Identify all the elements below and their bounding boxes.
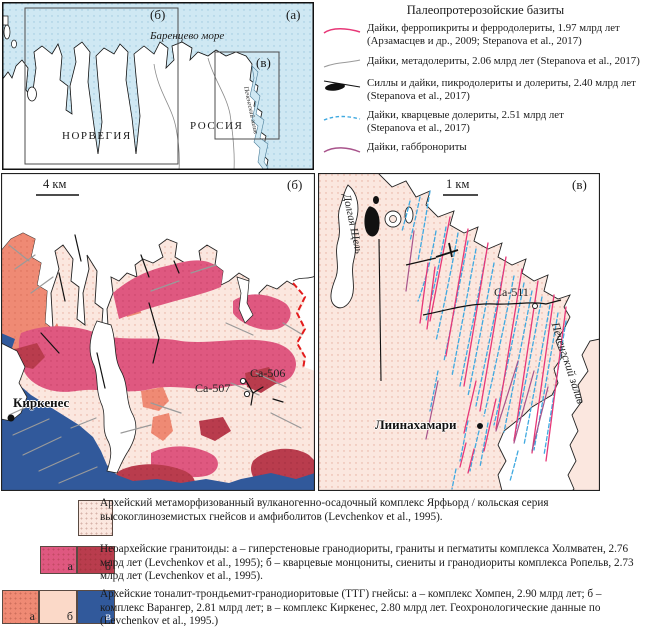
inset-country-borders — [153, 57, 235, 170]
pink-curve-line-icon — [323, 27, 361, 34]
legend-entry-text: Дайки, метадолериты, 2.06 млрд лет (Step… — [367, 55, 640, 67]
swatch-ttg-v: в — [77, 590, 115, 624]
panel-a-map-svg — [2, 2, 314, 170]
legend-entry-text: Дайки, ферропикриты и ферродолериты, 1.9… — [367, 22, 620, 34]
scale-label-b: 4 км — [43, 177, 67, 191]
inset-extent-rects — [24, 7, 280, 165]
panel-b-frame — [1, 173, 315, 491]
fjord-water — [1, 276, 254, 474]
legend-entry-quartz-dolerite-dykes: Дайки, кварцевые долериты, 2.51 млрд лет… — [322, 109, 564, 135]
legend-entry-text: Дайки, габбронориты — [367, 141, 467, 153]
state-border-area — [292, 275, 315, 371]
inset-rect-v — [214, 51, 280, 140]
ca511-dyke-line — [422, 299, 562, 316]
sample-label-ca511: Са-511 — [494, 285, 529, 299]
black-sill-blob-icon — [323, 80, 361, 91]
gray-line-icon — [323, 59, 361, 68]
swatch-label: в — [105, 609, 111, 623]
unit-legend-text-1: Архейский метаморфизованный вулканогенно… — [100, 497, 549, 523]
unit-legend-text-2: Неоархейские гранитоиды: а – гиперстенов… — [100, 543, 634, 583]
panel-v-map-svg — [318, 173, 600, 491]
kirkenes-complex-blue-region — [1, 333, 315, 491]
state-border-red-line — [292, 282, 307, 370]
liinakhamari-town-dot — [477, 423, 483, 429]
inset-land — [2, 15, 269, 170]
scale-label-v: 1 км — [446, 177, 470, 191]
unit-legend-text-3: Архейские тоналит-трондьемит-гранодиорит… — [100, 588, 602, 628]
sample-label-ca506: Са-506 — [250, 366, 286, 380]
legend-entry-text: Силлы и дайки, пикродолериты и долериты,… — [367, 77, 636, 89]
panel-a: (б) (а) (в) Баренцево море НОРВЕГИЯ РОСС… — [2, 2, 314, 170]
metadolerite-dyke-lines — [8, 244, 304, 484]
kirkenes-harbour — [1, 342, 28, 422]
panel-a-frame — [2, 2, 314, 170]
gabbronorite-dykes-purple — [405, 230, 549, 452]
dyke-legend-title: Палеопротерозойские базиты — [406, 3, 565, 17]
panel-v-label: (в) — [572, 177, 587, 192]
sample-site-markers — [239, 377, 251, 398]
panel-b: 4 км (б) Киркенес Са-506 Са-507 — [1, 173, 315, 491]
legend-entry-metadolerite-dykes: Дайки, метадолериты, 2.06 млрд лет (Step… — [322, 55, 640, 72]
inset-rect-b-label: (б) — [150, 7, 166, 22]
russia-label: РОССИЯ — [190, 120, 244, 132]
panel-a-label: (а) — [286, 7, 301, 22]
coastline-beyond-border — [292, 275, 315, 282]
panel-b-map-svg — [1, 173, 315, 491]
swatch-ttg-b: б — [39, 590, 77, 624]
panel-b-label: (б) — [287, 177, 303, 192]
norway-label: НОРВЕГИЯ — [62, 130, 132, 142]
quartz-dolerite-dykes-blue — [401, 190, 567, 490]
panel-v: 1 км (в) Долгая Щель Печенгский залив Са… — [318, 173, 600, 491]
legend-entry-ferropicrite-dykes: Дайки, ферропикриты и ферродолериты, 1.9… — [322, 22, 620, 48]
kirkenes-town-label: Киркенес — [13, 395, 70, 410]
swatch-label: б — [66, 609, 73, 623]
liinakhamari-town-label: Лиинахамари — [375, 417, 457, 432]
sample-label-ca507: Са-507 — [195, 381, 231, 395]
swatch-label: б — [104, 559, 111, 573]
barents-sea-label: Баренцево море — [150, 30, 225, 42]
dyke-legend: Палеопротерозойские базиты Дайки, ферроп… — [322, 0, 649, 172]
legend-entry-text2: (Stepanova et al., 2017) — [367, 90, 470, 102]
legend-entry-text2: (Арзамасцев и др., 2009; Stepanova et al… — [367, 35, 582, 47]
swatch-label: а — [29, 609, 35, 623]
purple-curve-line-icon — [323, 147, 361, 153]
swatch-granitoid-a: а — [40, 546, 77, 574]
legend-entry-text2: (Stepanova et al., 2017) — [367, 122, 470, 134]
blue-dashed-line-icon — [323, 115, 361, 121]
dolgaya-shchel-inlet — [330, 184, 359, 309]
swatch-label: а — [67, 559, 73, 573]
legend-entry-picrodolerite-sills: Силлы и дайки, пикродолериты и долериты,… — [322, 77, 636, 103]
unit-legend: Архейский метаморфизованный вулканогенно… — [0, 492, 649, 634]
holmvatn-granitoid-crimson-regions — [18, 260, 296, 478]
swatch-granitoid-b: б — [77, 546, 115, 574]
legend-entry-gabbronorite-dykes: Дайки, габбронориты — [322, 141, 467, 158]
swatch-ttg-a: а — [2, 590, 39, 624]
swatch-yarfjord — [78, 500, 113, 536]
kirkenes-town-dot — [7, 414, 15, 422]
ferropicrite-dykes-pink — [419, 216, 567, 474]
legend-entry-text: Дайки, кварцевые долериты, 2.51 млрд лет — [367, 109, 564, 121]
black-dyke-lines — [40, 234, 284, 406]
panel-v-frame — [318, 173, 600, 491]
inset-lake — [27, 86, 37, 102]
inset-rect-v-label: (в) — [256, 55, 271, 70]
inset-rect-b — [24, 7, 179, 165]
picrodolerite-sills-black — [364, 196, 562, 382]
